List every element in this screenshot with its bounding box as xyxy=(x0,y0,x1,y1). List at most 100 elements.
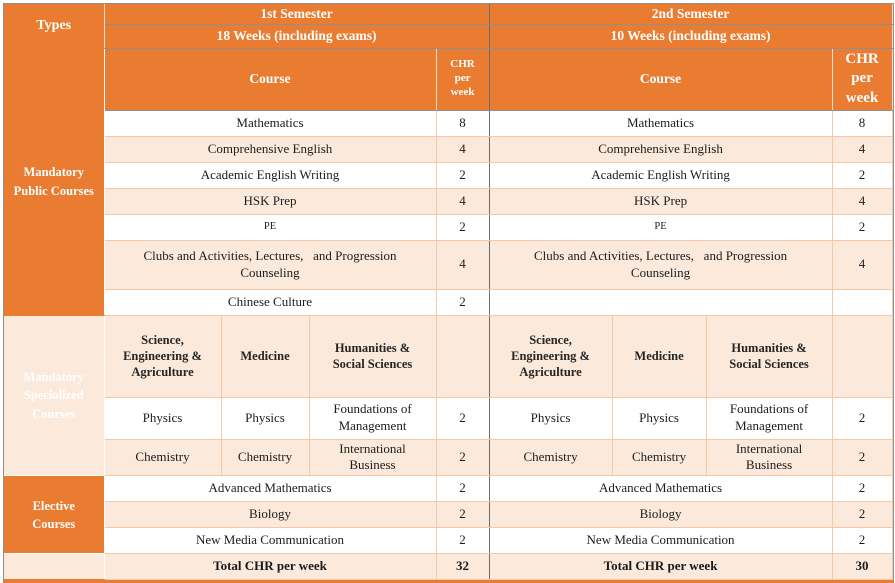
chr-cell: 4 xyxy=(832,240,893,290)
chr-cell: 2 xyxy=(436,439,490,477)
spec-header-cell: Medicine xyxy=(612,315,707,398)
course-cell: Academic English Writing xyxy=(489,162,833,189)
course-cell: Comprehensive English xyxy=(489,136,833,163)
chr-cell: 2 xyxy=(832,162,893,189)
types-group-mandatory-public: Mandatory Public Courses xyxy=(4,48,105,316)
course-cell: PE xyxy=(104,214,437,241)
course-cell: Chemistry xyxy=(104,439,222,477)
course-cell: Clubs and Activities, Lectures, and Prog… xyxy=(104,240,437,290)
total-value: 30 xyxy=(832,553,893,581)
table-row: Academic English Writing 2 Academic Engl… xyxy=(4,162,893,189)
specialized-header-row: Mandatory Specialized Courses Science, E… xyxy=(4,315,893,477)
types-group-elective: Elective Courses xyxy=(4,475,105,555)
course-cell: Biology xyxy=(489,501,833,529)
chr-cell: 4 xyxy=(832,136,893,163)
chr-cell: 2 xyxy=(832,475,893,503)
semester-1-title: 1st Semester xyxy=(104,4,490,25)
semester-title-row: Types 1st Semester 2nd Semester xyxy=(4,4,893,49)
chr-cell: 2 xyxy=(832,501,893,529)
types-header-cell: Types xyxy=(4,4,105,49)
course-cell: Mathematics xyxy=(489,110,833,137)
course-cell: Advanced Mathematics xyxy=(489,475,833,503)
chr-cell: 4 xyxy=(832,188,893,215)
spec-header-cell: Medicine xyxy=(221,315,310,398)
course-cell: Physics xyxy=(104,397,222,440)
chr-cell: 2 xyxy=(832,439,893,477)
course-cell: HSK Prep xyxy=(104,188,437,215)
course-cell: Chinese Culture xyxy=(104,289,437,316)
course-cell: International Business xyxy=(309,439,437,477)
chr-cell-empty xyxy=(832,315,893,398)
course-cell: Biology xyxy=(104,501,437,529)
total-label: Total CHR per week xyxy=(489,553,833,581)
table-row: HSK Prep 4 HSK Prep 4 xyxy=(4,188,893,215)
spec-header-cell: Humanities & Social Sciences xyxy=(309,315,437,398)
table-row: Clubs and Activities, Lectures, and Prog… xyxy=(4,240,893,290)
semester-2-title: 2nd Semester xyxy=(489,4,893,25)
course-cell: New Media Communication xyxy=(104,527,437,555)
weeks-row: 18 Weeks (including exams) 10 Weeks (inc… xyxy=(4,24,893,49)
semester-1-chr-header: CHR per week xyxy=(436,48,490,111)
table-row: Physics Physics Foundations of Managemen… xyxy=(4,397,893,440)
course-cell: Foundations of Management xyxy=(706,397,833,440)
chr-cell: 2 xyxy=(832,527,893,555)
chr-cell xyxy=(832,289,893,316)
course-cell: HSK Prep xyxy=(489,188,833,215)
course-cell: Chemistry xyxy=(221,439,310,477)
chr-cell: 8 xyxy=(832,110,893,137)
course-cell: Foundations of Management xyxy=(309,397,437,440)
semester-1-course-header: Course xyxy=(104,48,437,111)
spec-header-cell: Science, Engineering & Agriculture xyxy=(104,315,222,398)
total-value: 32 xyxy=(436,553,490,581)
course-cell: Academic English Writing xyxy=(104,162,437,189)
course-cell: PE xyxy=(489,214,833,241)
semester-2-course-header: Course xyxy=(489,48,833,111)
chr-cell: 2 xyxy=(436,397,490,440)
course-cell: Physics xyxy=(489,397,613,440)
table-row: Chinese Culture 2 xyxy=(4,289,893,316)
chr-cell: 2 xyxy=(436,289,490,316)
table-row: Mathematics 8 Mathematics 8 xyxy=(4,110,893,137)
semester-2-weeks: 10 Weeks (including exams) xyxy=(489,24,893,49)
spec-header-cell: Humanities & Social Sciences xyxy=(706,315,833,398)
table-row: Biology 2 Biology 2 xyxy=(4,501,893,529)
total-row: Total CHR per week 32 Total CHR per week… xyxy=(4,553,893,581)
table-row: Comprehensive English 4 Comprehensive En… xyxy=(4,136,893,163)
table-row: Elective Courses Advanced Mathematics 2 … xyxy=(4,475,893,555)
chr-cell: 8 xyxy=(436,110,490,137)
course-schedule-table-frame: Types 1st Semester 2nd Semester 18 Weeks… xyxy=(3,3,894,583)
table-row: New Media Communication 2 New Media Comm… xyxy=(4,527,893,555)
chr-cell: 2 xyxy=(832,397,893,440)
chr-cell: 4 xyxy=(436,188,490,215)
course-cell: Advanced Mathematics xyxy=(104,475,437,503)
chr-cell: 2 xyxy=(436,501,490,529)
course-schedule-table: Types 1st Semester 2nd Semester 18 Weeks… xyxy=(4,4,893,581)
course-cell: New Media Communication xyxy=(489,527,833,555)
course-cell: Clubs and Activities, Lectures, and Prog… xyxy=(489,240,833,290)
course-cell: Comprehensive English xyxy=(104,136,437,163)
semester-2-chr-header: CHR per week xyxy=(832,48,893,111)
chr-cell-empty xyxy=(436,315,490,398)
course-cell: Physics xyxy=(221,397,310,440)
semester-1-weeks: 18 Weeks (including exams) xyxy=(104,24,490,49)
chr-cell: 2 xyxy=(436,527,490,555)
chr-cell: 2 xyxy=(436,214,490,241)
course-cell: Mathematics xyxy=(104,110,437,137)
spec-header-cell: Science, Engineering & Agriculture xyxy=(489,315,613,398)
course-cell: Chemistry xyxy=(612,439,707,477)
types-group-mandatory-specialized: Mandatory Specialized Courses xyxy=(4,315,105,477)
types-empty-cell xyxy=(4,553,105,581)
column-header-row: Mandatory Public Courses Course CHR per … xyxy=(4,48,893,316)
chr-cell: 2 xyxy=(436,162,490,189)
total-label: Total CHR per week xyxy=(104,553,437,581)
chr-cell: 4 xyxy=(436,136,490,163)
course-cell: International Business xyxy=(706,439,833,477)
chr-cell: 2 xyxy=(832,214,893,241)
course-cell: Physics xyxy=(612,397,707,440)
course-cell: Chemistry xyxy=(489,439,613,477)
table-row: PE 2 PE 2 xyxy=(4,214,893,241)
table-row: Chemistry Chemistry International Busine… xyxy=(4,439,893,477)
chr-cell: 4 xyxy=(436,240,490,290)
chr-cell: 2 xyxy=(436,475,490,503)
course-cell xyxy=(489,289,833,316)
